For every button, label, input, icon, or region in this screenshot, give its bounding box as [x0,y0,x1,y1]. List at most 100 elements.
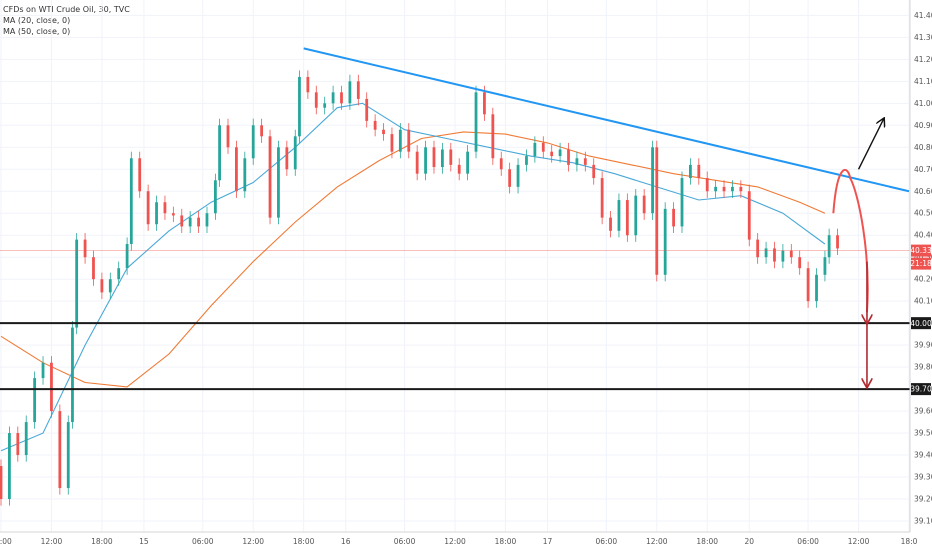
candle-body [592,164,596,179]
candle-body [764,248,768,258]
candle-body [356,81,360,99]
price-tick-label: 40.30 [914,253,932,262]
candle-body [415,151,419,174]
candle-body [756,239,760,258]
candle-body [33,378,37,423]
candle-body [129,158,133,245]
candle-body [382,129,385,135]
price-tick-label: 39.30 [914,473,932,482]
price-axis[interactable]: 41.40 41.30 41.20 41.10 41.00 40.90 40.80 40.70… [909,0,932,532]
candle-body [466,151,470,174]
candle-body [634,195,638,236]
countdown-label: 21:18 [910,259,932,268]
candle-body [806,268,810,302]
time-tick-label: 17 [543,537,553,546]
candle-body [58,411,62,489]
candle-body [348,81,352,104]
price-tick-label: 40.10 [914,297,932,306]
candle-body [508,169,512,187]
candle-body [424,147,427,174]
candle-body [365,98,369,121]
candle-body [836,235,839,249]
time-tick-label: 18:00 [91,537,113,546]
time-tick-label: 12:00 [41,537,63,546]
candle-body [739,186,743,192]
candle-body [314,92,318,108]
candle-body [277,147,280,218]
candle-body [50,362,53,412]
candle-body [138,158,142,192]
time-tick-label: 18:00 [696,537,718,546]
time-axis[interactable]: 06:00 12:00 18:00 15 06:00 12:00 18:00 16 06:00 1… [0,531,918,546]
price-tick-label: 40.70 [914,165,932,174]
candle-body [789,250,793,258]
candle-body [306,76,310,93]
candles [0,70,839,506]
candle-body [8,433,11,500]
level-badge [911,383,931,396]
time-tick-label: 06:00 [797,537,819,546]
candle-body [125,244,129,269]
candle-body [398,129,402,152]
time-tick-label: 12:00 [646,537,668,546]
time-tick-label: 06:00 [0,537,12,546]
candle-body [575,158,579,165]
candle-body [323,103,327,108]
time-tick-label: 12:00 [444,537,466,546]
candle-body [781,250,785,262]
candle-body [697,164,701,179]
candle-body [16,433,20,456]
legend-title: CFDs on WTI Crude Oil, 30, TVC [3,5,130,14]
candle-body [226,125,230,148]
grid [0,0,910,532]
candle-body [689,164,692,179]
candle-body [373,120,377,130]
candle-body [92,257,95,280]
candle-body [298,76,301,137]
candle-body [483,92,486,115]
candle-body [558,149,562,157]
candle-body [155,202,158,225]
price-tick-label: 40.80 [914,143,932,152]
candle-body [533,142,537,157]
candle-body [827,235,831,258]
drawings [0,47,910,391]
candle-body [197,217,200,227]
candle-body [293,136,297,170]
candle-body [180,215,184,227]
candle-body [340,92,343,104]
candle-body [600,178,604,218]
ma20-line [0,102,826,452]
candle-body [117,268,121,280]
candle-body [108,279,112,293]
candle-body [432,147,436,168]
bullish-scenario-arrow[interactable] [857,119,884,170]
candle-body [188,217,192,227]
candle-body [672,208,675,227]
candle-body [146,191,150,225]
candle-body [75,239,79,328]
price-tick-label: 40.40 [914,231,932,240]
level-badge-label: 39.70 [910,385,932,394]
candle-body [714,186,718,192]
price-tick-label: 40.50 [914,209,932,218]
price-tick-label: 39.90 [914,341,932,350]
candle-body [440,149,444,168]
descending-trendline[interactable] [303,47,910,193]
candle-body [680,178,684,227]
price-tick-label: 39.50 [914,429,932,438]
ma50-line [0,131,826,388]
candle-body [516,164,520,187]
candle-body [205,213,209,227]
candle-body [747,191,751,240]
candle-body [449,149,453,165]
price-tick-label: 39.20 [914,495,932,504]
candle-body [218,125,221,181]
price-tick-label: 40.90 [914,121,932,130]
price-tick-label: 41.00 [914,99,932,108]
countdown-badge [911,257,931,270]
price-tick-label: 39.80 [914,363,932,372]
price-tick-label: 41.10 [914,77,932,86]
last-price-badge [911,244,931,257]
